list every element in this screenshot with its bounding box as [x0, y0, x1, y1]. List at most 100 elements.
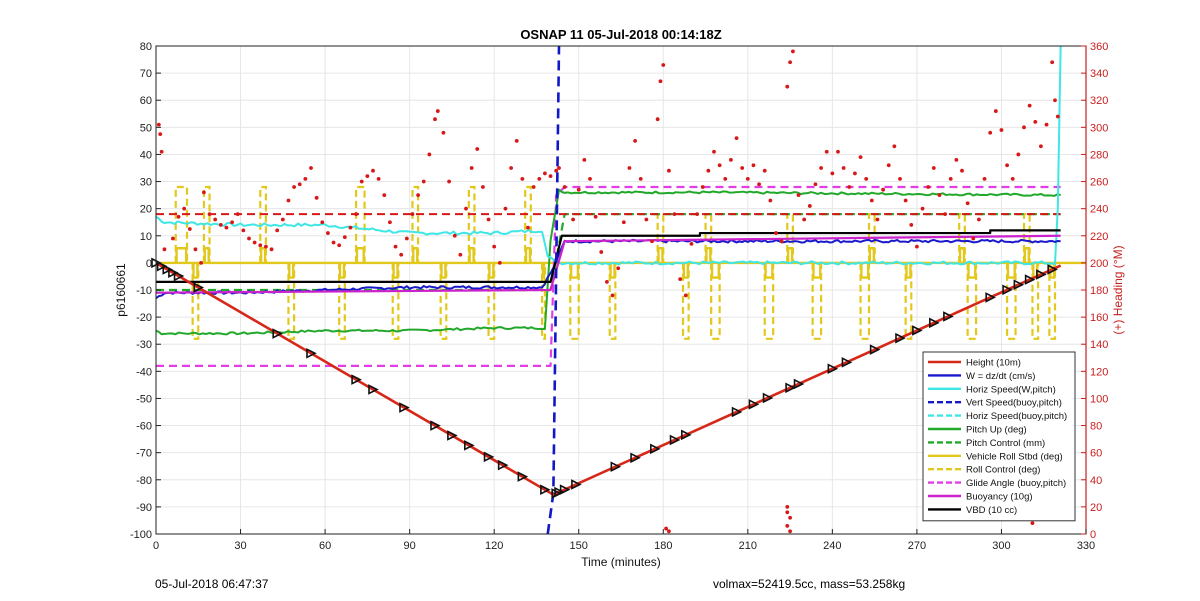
heading-point	[836, 149, 840, 154]
heading-point	[1050, 60, 1055, 65]
heading-point	[948, 176, 953, 181]
roll-control-spike	[710, 262, 721, 340]
heading-point	[213, 217, 218, 222]
buoyancy-line	[155, 234, 1061, 294]
heading-point	[664, 526, 668, 531]
vehicle-roll-dip	[657, 247, 664, 263]
legend-box	[922, 351, 1076, 522]
heading-point	[1016, 152, 1021, 157]
vehicle-roll-dip	[786, 247, 794, 263]
heading-point	[354, 212, 358, 216]
legend-label: W = dz/dt (cm/s)	[966, 371, 1035, 382]
heading-point	[830, 171, 835, 176]
heading-point	[853, 171, 857, 176]
height-marker	[430, 420, 441, 431]
roll-control-spike	[467, 185, 476, 263]
heading-point	[892, 144, 897, 149]
heading-point	[788, 529, 792, 534]
heading-point	[337, 243, 342, 248]
legend-label: Glide Angle (buoy,pitch)	[966, 478, 1066, 489]
heading-point	[404, 236, 409, 241]
y2-tick-label: 180	[1090, 285, 1108, 297]
y2-tick-label: 160	[1090, 312, 1108, 324]
heading-point	[723, 176, 728, 181]
heading-point	[988, 130, 993, 135]
heading-point	[218, 223, 223, 227]
x-tick-label: 120	[485, 540, 503, 552]
heading-point	[706, 168, 711, 173]
height-marker	[793, 378, 805, 390]
heading-point	[779, 239, 784, 244]
heading-point	[376, 176, 381, 181]
x-axis-label: Time (minutes)	[581, 555, 661, 569]
heading-point	[807, 204, 812, 208]
heading-point	[320, 220, 325, 225]
heading-point	[557, 166, 561, 170]
vehicle-roll-dip	[488, 262, 495, 279]
vehicle-roll-dip	[203, 247, 210, 263]
heading-point	[788, 515, 792, 520]
heading-point	[745, 176, 750, 181]
heading-point	[365, 174, 370, 179]
heading-point	[1005, 163, 1009, 168]
x-tick-label: 300	[992, 540, 1010, 552]
heading-point	[548, 174, 553, 179]
heading-point	[182, 206, 187, 211]
roll-control-spike	[958, 212, 966, 263]
heading-point	[700, 185, 705, 189]
heading-point	[977, 217, 981, 222]
roll-control-spike	[487, 262, 496, 340]
heading-point	[156, 122, 161, 127]
height-marker	[399, 402, 410, 413]
y2-tick-label: 0	[1090, 529, 1096, 541]
heading-point	[421, 179, 426, 184]
footer-timestamp: 05-Jul-2018 06:47:37	[155, 577, 269, 591]
x-tick-label: 60	[319, 540, 331, 552]
heading-point	[588, 176, 592, 181]
heading-point	[475, 147, 480, 151]
y2-tick-label: 260	[1090, 177, 1108, 189]
legend-label: Horiz Speed(buoy,pitch)	[966, 411, 1067, 422]
y2-tick-label: 60	[1090, 448, 1102, 460]
height-marker	[869, 344, 881, 355]
heading-point	[712, 149, 716, 154]
vbd-line	[156, 229, 1061, 283]
heading-point	[1044, 122, 1049, 127]
vehicle-roll-dip	[764, 262, 774, 279]
heading-point	[655, 117, 660, 122]
heading-point	[1010, 176, 1015, 181]
roll-control-spike	[174, 185, 189, 263]
heading-point	[965, 201, 970, 206]
heading-point	[235, 212, 240, 216]
legend-label: Horiz Speed(W,pitch)	[966, 384, 1056, 395]
y-tick-label: 50	[140, 122, 152, 134]
heading-point	[252, 240, 257, 245]
heading-point	[275, 228, 280, 233]
height-marker	[162, 264, 174, 275]
legend-label: Height (10m)	[966, 358, 1021, 369]
horiz-speed-line	[155, 45, 1062, 266]
x-tick-label: 240	[823, 540, 841, 552]
vehicle-roll-dip	[412, 247, 419, 263]
roll-control-spike	[524, 185, 532, 263]
heading-point	[898, 176, 902, 181]
heading-point	[486, 217, 491, 222]
heading-point	[658, 79, 663, 84]
heading-point	[1030, 521, 1035, 526]
roll-control-spike	[569, 262, 580, 340]
roll-control-spike	[904, 262, 913, 340]
y-tick-label: -40	[136, 366, 152, 378]
heading-point	[224, 225, 229, 230]
heading-point	[605, 279, 609, 284]
y-tick-label: -20	[136, 312, 152, 324]
height-marker	[464, 440, 475, 451]
height-marker	[1024, 274, 1036, 285]
heading-point	[531, 185, 536, 189]
heading-point	[410, 212, 415, 216]
heading-point	[162, 247, 167, 252]
x-tick-label: 210	[739, 540, 757, 552]
height-marker	[368, 384, 379, 395]
y-tick-label: -10	[136, 285, 152, 297]
height-marker	[943, 311, 954, 322]
heading-point	[785, 504, 790, 509]
